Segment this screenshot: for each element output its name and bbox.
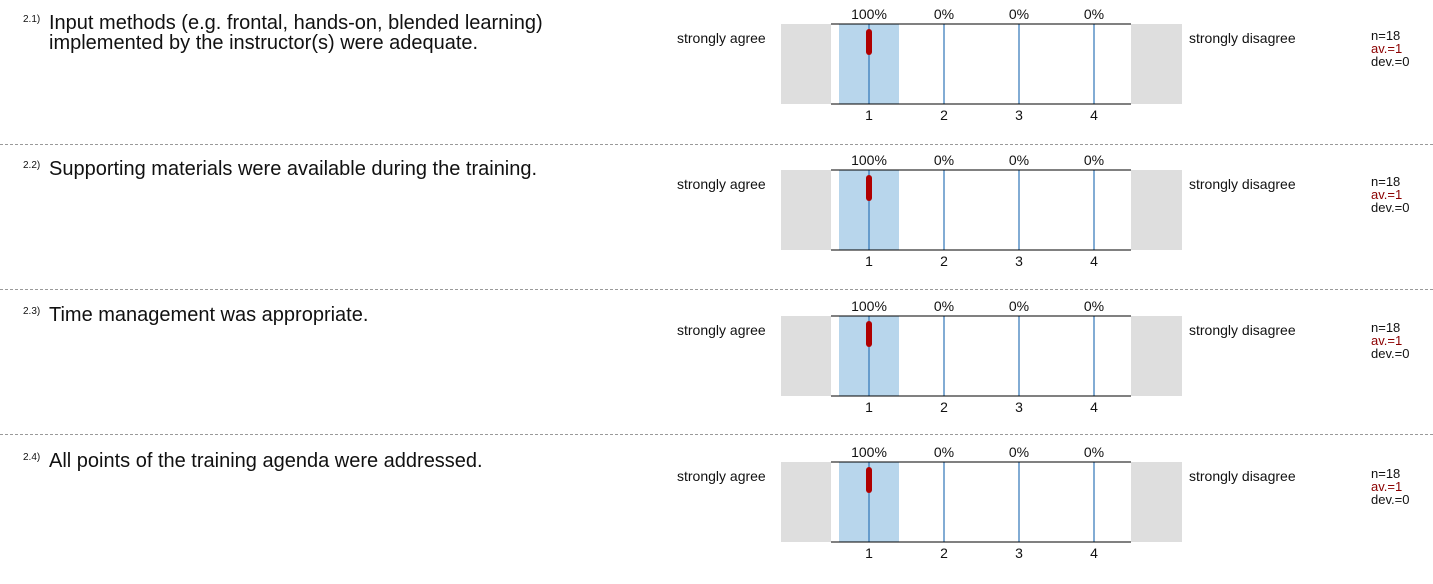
bar-chart: 100% 0% 0% 0% 1 2 3 4	[781, 444, 1182, 561]
percent-label: 0%	[1084, 444, 1104, 460]
stat-average: av.=1	[1371, 333, 1403, 348]
percent-label: 0%	[934, 298, 954, 314]
stats-block: n=18 av.=1 dev.=0	[1371, 175, 1409, 214]
stat-n: n=18	[1371, 28, 1401, 43]
left-side-box	[781, 316, 831, 396]
scale-left-label: strongly agree	[677, 322, 766, 338]
percent-label: 0%	[1009, 298, 1029, 314]
tick-label: 4	[1090, 253, 1098, 269]
right-side-box	[1131, 316, 1182, 396]
scale-right-label: strongly disagree	[1189, 30, 1296, 46]
question-number: 2.4)	[23, 452, 41, 463]
tick-label: 1	[865, 545, 873, 561]
right-side-box	[1131, 24, 1182, 104]
percent-label: 100%	[851, 152, 887, 168]
bar-chart: 100% 0% 0% 0% 1 2 3 4	[781, 298, 1182, 415]
left-side-box	[781, 24, 831, 104]
tick-label: 4	[1090, 545, 1098, 561]
tick-label: 2	[940, 253, 948, 269]
tick-label: 1	[865, 107, 873, 123]
stat-n: n=18	[1371, 174, 1401, 189]
percent-label: 0%	[1009, 152, 1029, 168]
stat-deviation: dev.=0	[1371, 200, 1410, 215]
bar-chart: 100% 0% 0% 0% 1 2 3 4	[781, 6, 1182, 123]
question-number: 2.3)	[23, 306, 41, 317]
scale-right-label: strongly disagree	[1189, 322, 1296, 338]
question-row: 2.2) Supporting materials were available…	[0, 146, 1433, 292]
percent-label: 0%	[934, 444, 954, 460]
row-divider	[0, 144, 1433, 145]
tick-label: 4	[1090, 399, 1098, 415]
tick-label: 2	[940, 107, 948, 123]
percent-label: 0%	[1009, 6, 1029, 22]
tick-label: 3	[1015, 399, 1023, 415]
question-text: Supporting materials were available duri…	[49, 158, 538, 180]
question-row: 2.1) Input methods (e.g. frontal, hands-…	[0, 0, 1433, 146]
tick-label: 2	[940, 399, 948, 415]
scale-right-label: strongly disagree	[1189, 468, 1296, 484]
question-row: 2.3) Time management was appropriate. st…	[0, 292, 1433, 438]
question-number: 2.1)	[23, 14, 41, 25]
scale-right-label: strongly disagree	[1189, 176, 1296, 192]
stats-block: n=18 av.=1 dev.=0	[1371, 29, 1409, 68]
question-text: Input methods (e.g. frontal, hands-on, b…	[49, 12, 543, 54]
percent-label: 0%	[1084, 6, 1104, 22]
question-text: All points of the training agenda were a…	[49, 450, 483, 472]
stat-n: n=18	[1371, 466, 1401, 481]
question-text: Time management was appropriate.	[49, 304, 369, 326]
question-row: 2.4) All points of the training agenda w…	[0, 438, 1433, 584]
tick-label: 1	[865, 399, 873, 415]
percent-label: 0%	[1009, 444, 1029, 460]
percent-label: 100%	[851, 444, 887, 460]
percent-label: 100%	[851, 298, 887, 314]
question-number: 2.2)	[23, 160, 41, 171]
left-side-box	[781, 462, 831, 542]
stat-average: av.=1	[1371, 187, 1403, 202]
percent-label: 0%	[1084, 152, 1104, 168]
tick-label: 4	[1090, 107, 1098, 123]
stats-block: n=18 av.=1 dev.=0	[1371, 321, 1409, 360]
tick-label: 3	[1015, 253, 1023, 269]
scale-left-label: strongly agree	[677, 30, 766, 46]
left-side-box	[781, 170, 831, 250]
stat-n: n=18	[1371, 320, 1401, 335]
row-divider	[0, 434, 1433, 435]
scale-left-label: strongly agree	[677, 176, 766, 192]
percent-label: 0%	[934, 152, 954, 168]
right-side-box	[1131, 170, 1182, 250]
tick-label: 3	[1015, 107, 1023, 123]
tick-label: 3	[1015, 545, 1023, 561]
stats-block: n=18 av.=1 dev.=0	[1371, 467, 1409, 506]
right-side-box	[1131, 462, 1182, 542]
tick-label: 1	[865, 253, 873, 269]
tick-label: 2	[940, 545, 948, 561]
percent-label: 0%	[1084, 298, 1104, 314]
bar-chart: 100% 0% 0% 0% 1 2 3 4	[781, 152, 1182, 269]
percent-label: 0%	[934, 6, 954, 22]
stat-average: av.=1	[1371, 479, 1403, 494]
stat-average: av.=1	[1371, 41, 1403, 56]
scale-left-label: strongly agree	[677, 468, 766, 484]
stat-deviation: dev.=0	[1371, 492, 1410, 507]
stat-deviation: dev.=0	[1371, 346, 1410, 361]
stat-deviation: dev.=0	[1371, 54, 1410, 69]
row-divider	[0, 289, 1433, 290]
percent-label: 100%	[851, 6, 887, 22]
